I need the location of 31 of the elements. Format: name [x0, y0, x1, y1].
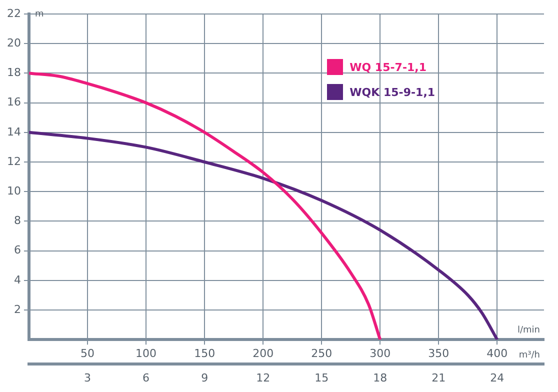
x2-tick-label: 12 — [256, 371, 270, 384]
x-tick-label: 400 — [486, 347, 508, 360]
y-tick-label: 8 — [14, 214, 21, 228]
x-tick-label: 250 — [311, 347, 332, 360]
line-series — [28, 130, 499, 340]
x2-tick-label: 18 — [373, 371, 388, 384]
line-series — [28, 72, 382, 340]
y-tick-label: 16 — [6, 96, 21, 109]
y-tick-label: 22 — [6, 6, 21, 20]
x2-tick-label: 21 — [432, 371, 446, 384]
x-tick-label: 200 — [252, 347, 274, 360]
y-tick-label: 18 — [6, 66, 21, 80]
y-tick-label: 10 — [6, 184, 21, 198]
x2-tick-label: 24 — [490, 371, 504, 384]
x-tick-label: 100 — [136, 347, 157, 360]
y-tick-label: 4 — [14, 273, 21, 286]
y-tick-label: 14 — [6, 125, 21, 138]
y-tick-label: 2 — [14, 302, 21, 316]
y-tick-label: 6 — [14, 244, 21, 257]
x2-axis-title: m³/h — [518, 350, 540, 361]
y-tick-label: 20 — [6, 36, 21, 50]
y-tick-label: 12 — [6, 154, 21, 168]
x2-tick-label: 9 — [201, 371, 208, 384]
x-tick-label: 150 — [194, 347, 216, 360]
x-tick-label: 50 — [80, 347, 95, 360]
x-tick-label: 350 — [428, 347, 450, 360]
x-tick-label: 300 — [370, 347, 391, 360]
x2-tick-label: 15 — [314, 371, 329, 384]
x-axis-title: l/min — [517, 325, 540, 336]
x2-tick-label: 3 — [84, 371, 92, 384]
x2-tick-label: 6 — [142, 371, 150, 384]
